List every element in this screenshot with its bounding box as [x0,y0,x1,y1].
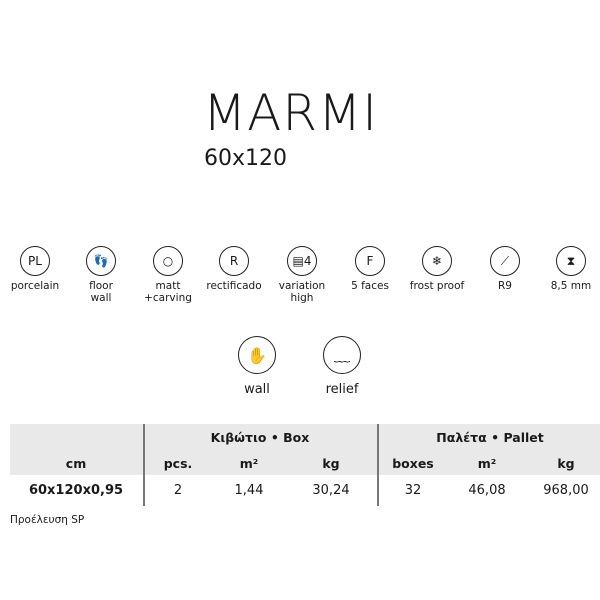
feature-secondary-1: ﹏ relief [310,336,374,397]
column-header: m² [477,456,497,471]
table-cell: 968,00 [543,483,589,498]
table-cell: 1,44 [234,483,264,498]
feature-label: frost proof [409,280,465,292]
snowflake-icon: ❄ [422,246,452,276]
feature-label: relief [325,382,359,397]
column-divider [377,424,379,506]
table-cell: 30,24 [312,483,350,498]
feature-1: 👣 floor wall [69,246,133,304]
feature-label: porcelain [10,280,60,292]
porcelain-icon: PL [20,246,50,276]
feature-4: ▤4 variation high [270,246,334,304]
feature-label: wall [244,382,270,397]
feature-label: R9 [498,280,512,292]
product-size: 60x120 [204,146,288,171]
feature-secondary-0: ✋ wall [225,336,289,397]
table-header-band [10,424,600,475]
column-header: boxes [392,456,434,471]
feature-0: PL porcelain [3,246,67,292]
column-header: m² [239,456,259,471]
table-cell: 60x120x0,95 [28,483,124,498]
table-cell: 32 [404,483,422,498]
table-cell: 2 [173,483,183,498]
feature-8: ⧗ 8,5 mm [539,246,600,292]
column-divider [143,424,145,506]
floor-wall-icon: 👣 [86,246,116,276]
feature-5: F 5 faces [338,246,402,292]
matt-icon: ○ [153,246,183,276]
feature-label: matt +carving [144,280,192,304]
column-header: kg [322,456,340,471]
feature-6: ❄ frost proof [405,246,469,292]
feature-2: ○ matt +carving [136,246,200,304]
hand-icon: ✋ [238,336,276,374]
column-header: pcs. [163,456,193,471]
faces-icon: F [355,246,385,276]
group-header-pallet: Παλέτα • Pallet [436,430,544,445]
thickness-icon: ⧗ [556,246,586,276]
feature-7: ⟋ R9 [473,246,537,292]
origin-note: Προέλευση SP [10,514,85,526]
wave-relief-icon: ﹏ [323,336,361,374]
feature-label: variation high [278,280,326,304]
feature-label: 5 faces [351,280,389,292]
rectified-icon: R [219,246,249,276]
column-header: kg [557,456,575,471]
feature-label: rectificado [206,280,262,292]
feature-label: 8,5 mm [550,280,592,292]
variation-icon: ▤4 [287,246,317,276]
product-title: MARMI [203,84,378,142]
column-header: cm [65,456,87,471]
group-header-box: Κιβώτιο • Box [210,430,310,445]
foot-slip-icon: ⟋ [490,246,520,276]
feature-label: floor wall [89,280,113,304]
table-cell: 46,08 [468,483,506,498]
